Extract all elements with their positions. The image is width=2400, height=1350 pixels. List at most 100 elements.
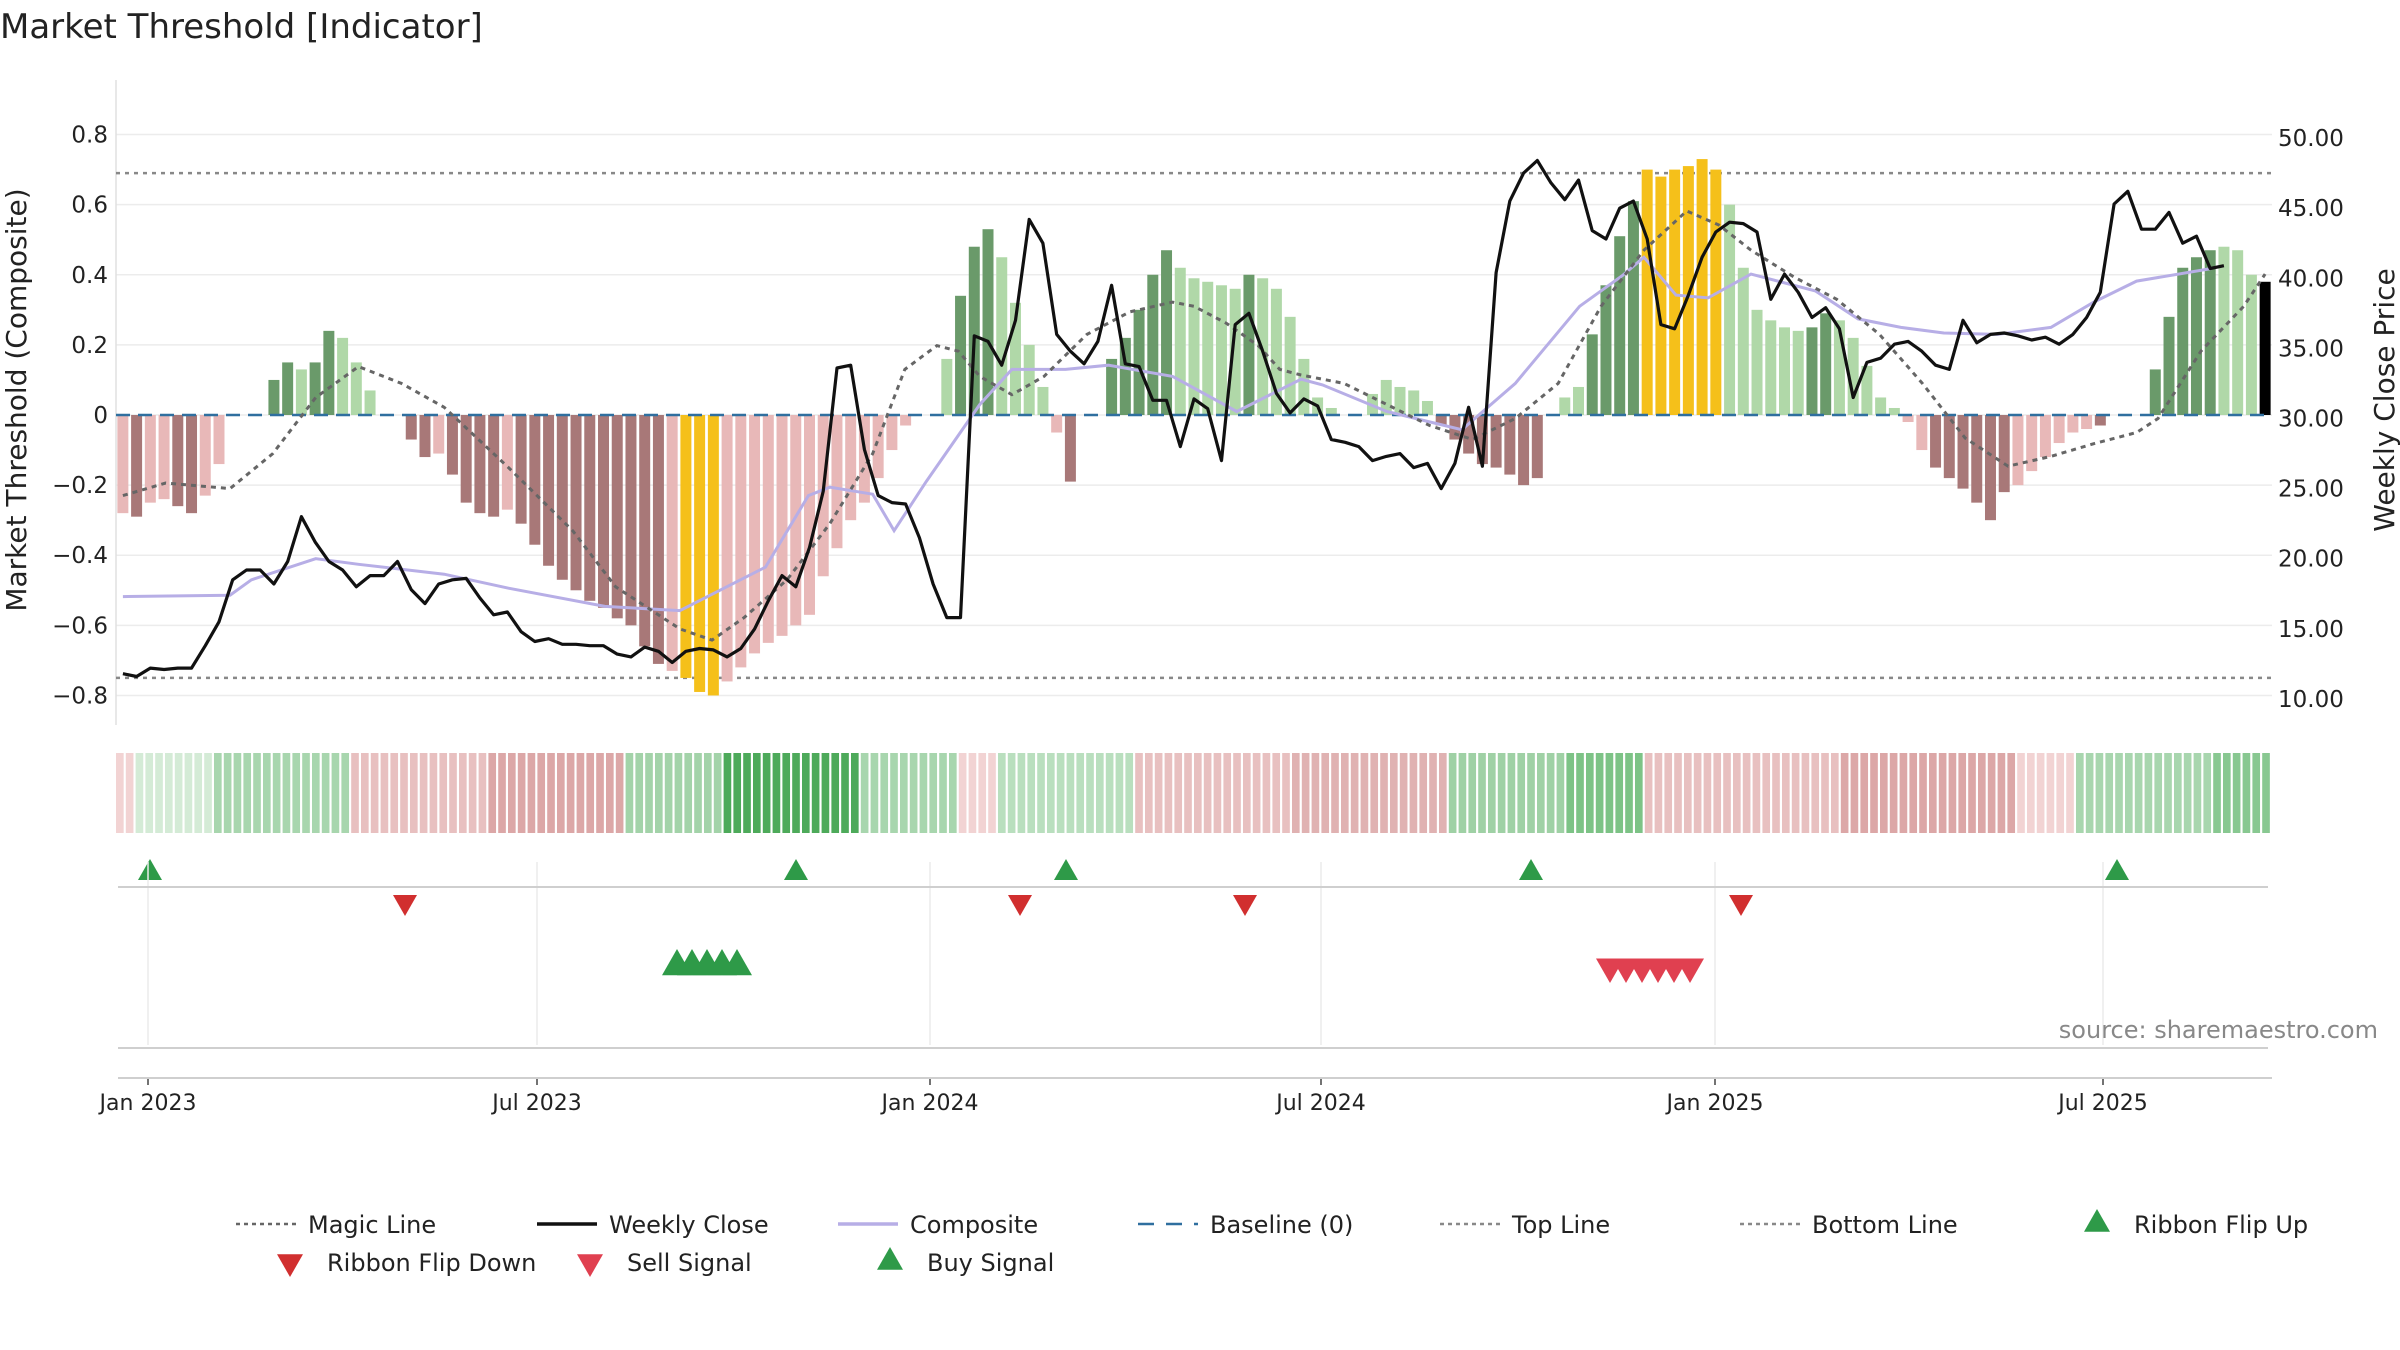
composite-bar	[1463, 415, 1475, 454]
ribbon-cell	[429, 753, 438, 833]
ribbon-cell	[1154, 753, 1163, 833]
ribbon-cell	[302, 753, 310, 833]
ribbon-cell	[165, 753, 173, 833]
composite-bar	[611, 415, 623, 619]
composite-bar	[474, 415, 486, 514]
ribbon-cell	[400, 753, 408, 833]
legend-label: Baseline (0)	[1210, 1211, 1353, 1239]
composite-bar	[996, 257, 1008, 415]
ribbon-cell	[2007, 753, 2016, 833]
ribbon-cell	[1968, 753, 1976, 833]
composite-bar	[295, 369, 307, 415]
composite-bar	[1188, 278, 1200, 415]
y2-tick-label: 25.00	[2278, 477, 2344, 503]
composite-bar	[1737, 267, 1749, 415]
ribbon-cell	[1017, 753, 1026, 833]
ribbon-cell	[223, 753, 232, 833]
composite-bar	[652, 415, 664, 664]
composite-bar	[2177, 267, 2189, 415]
composite-bar	[1174, 267, 1186, 415]
ribbon-flip-panel	[138, 859, 2129, 916]
ribbon-cell	[1537, 753, 1545, 833]
composite-bar	[1751, 309, 1763, 415]
right-y-ticks: 50.00 45.00 40.00 35.00 30.00 25.00 20.00 15.00…	[2278, 126, 2344, 713]
ribbon-cell	[370, 753, 379, 833]
ribbon-cell	[1066, 753, 1075, 833]
composite-bar	[1765, 320, 1777, 415]
ribbon-cell	[214, 753, 222, 833]
ribbon-cell	[1458, 753, 1467, 833]
ribbon-cell	[184, 753, 193, 833]
ribbon-cell	[1733, 753, 1741, 833]
composite-bar	[460, 415, 472, 503]
ribbon-cell	[1870, 753, 1878, 833]
ribbon-cell	[1223, 753, 1232, 833]
ribbon-cell	[2164, 753, 2172, 833]
composite-bar	[762, 415, 774, 643]
composite-bar	[1504, 415, 1516, 475]
ribbon-cell	[929, 753, 938, 833]
legend-marker	[877, 1247, 903, 1270]
ribbon-cell	[1350, 753, 1359, 833]
y-tick-label: 0.2	[71, 333, 108, 359]
composite-bar	[2259, 281, 2271, 415]
composite-bar	[1051, 415, 1063, 433]
ribbon-cell	[704, 753, 712, 833]
ribbon-cell	[478, 753, 487, 833]
ribbon-cell	[1184, 753, 1192, 833]
composite-bar	[1380, 379, 1392, 415]
ribbon-cell	[1105, 753, 1114, 833]
composite-bar	[982, 229, 994, 415]
composite-bar	[1133, 309, 1145, 415]
composite-bar	[2026, 415, 2038, 472]
ribbon-cell	[1978, 753, 1986, 833]
composite-bar	[186, 415, 198, 514]
composite-bar	[2204, 250, 2216, 415]
composite-bar	[1518, 415, 1530, 486]
composite-bar	[680, 415, 692, 678]
ribbon-cell	[2076, 753, 2084, 833]
ribbon-cell	[694, 753, 702, 833]
ribbon-cell	[743, 753, 751, 833]
sell-signal-marker	[1676, 958, 1704, 983]
composite-bar	[2053, 415, 2065, 444]
composite-bar	[433, 415, 445, 454]
ribbon-cell	[1331, 753, 1339, 833]
ribbon-cell	[155, 753, 163, 833]
composite-bar	[364, 390, 376, 415]
composite-bar	[955, 295, 967, 415]
ribbon-cell	[390, 753, 399, 833]
composite-bar	[2039, 415, 2051, 458]
ribbon-cell	[821, 753, 830, 833]
legend-label: Composite	[910, 1211, 1038, 1239]
legend-label: Top Line	[1511, 1211, 1610, 1239]
ribbon-cell	[321, 753, 330, 833]
composite-bar	[790, 415, 802, 626]
composite-bar	[2012, 415, 2024, 486]
ribbon-cell	[419, 753, 428, 833]
composite-bar	[282, 362, 294, 415]
composite-bar	[1408, 390, 1420, 415]
y-tick-label: −0.4	[52, 543, 108, 569]
composite-bar	[405, 415, 417, 440]
ribbon-cell	[508, 753, 516, 833]
composite-bar	[1847, 337, 1859, 415]
ribbon-cell	[1674, 753, 1682, 833]
ribbon-cell	[1145, 753, 1153, 833]
legend-item: Sell Signal	[577, 1249, 752, 1277]
ribbon-cell	[1096, 753, 1104, 833]
ribbon-cell	[684, 753, 693, 833]
y-tick-label: 0.8	[71, 123, 108, 149]
ribbon-cell	[1762, 753, 1771, 833]
ribbon-cell	[2203, 753, 2212, 833]
ribbon-cell	[1262, 753, 1271, 833]
ribbon-cell	[978, 753, 987, 833]
legend-item: Magic Line	[236, 1211, 436, 1239]
chart-title: Market Threshold [Indicator]	[0, 7, 483, 47]
ribbon-cell	[1233, 753, 1241, 833]
ribbon-cell	[1203, 753, 1212, 833]
ribbon-cell	[1723, 753, 1731, 833]
ribbon-cell	[1840, 753, 1849, 833]
y2-tick-label: 30.00	[2278, 407, 2344, 433]
ribbon-cell	[958, 753, 967, 833]
